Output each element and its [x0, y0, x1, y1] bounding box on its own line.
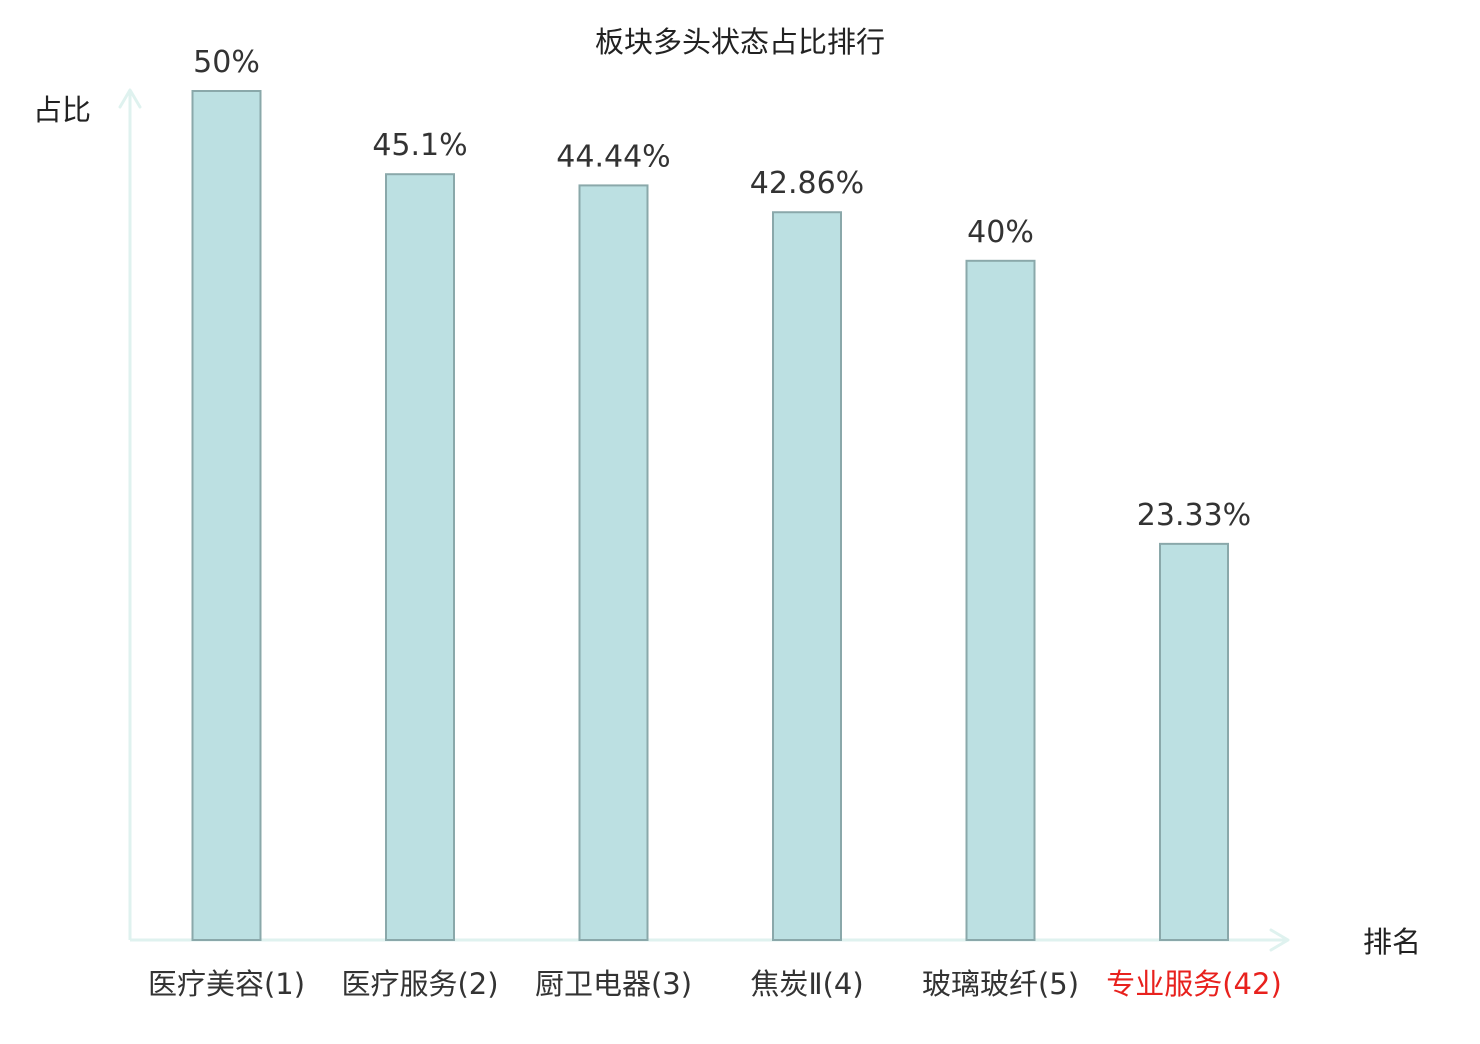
x-tick-label: 医疗美容(1)	[148, 967, 305, 1001]
y-axis-label: 占比	[33, 93, 91, 127]
category-labels-group: 医疗美容(1) 医疗服务(2) 厨卫电器(3) 焦炭Ⅱ(4) 玻璃玻纤(5) 专业服务(4…	[148, 967, 1282, 1001]
chart-title: 板块多头状态占比排行	[595, 25, 885, 59]
value-label: 40%	[967, 215, 1034, 250]
bar	[965, 259, 1036, 941]
x-axis-arrow-icon	[1269, 928, 1290, 952]
value-label: 42.86%	[750, 166, 864, 201]
bar	[772, 211, 842, 942]
x-tick-label: 医疗服务(2)	[341, 967, 498, 1001]
y-axis-arrow-icon	[118, 88, 142, 109]
value-label: 50%	[193, 45, 260, 80]
x-axis-label: 排名	[1363, 925, 1421, 959]
x-tick-label: 玻璃玻纤(5)	[922, 967, 1079, 1001]
value-label: 23.33%	[1137, 498, 1251, 533]
value-label: 44.44%	[556, 139, 670, 174]
bar	[578, 184, 649, 941]
bar	[385, 173, 455, 941]
axes	[118, 88, 1290, 952]
x-tick-label: 焦炭Ⅱ(4)	[750, 967, 863, 1001]
bar	[1159, 542, 1229, 942]
x-tick-label: 厨卫电器(3)	[535, 967, 692, 1001]
x-tick-label: 专业服务(42)	[1106, 967, 1282, 1001]
bars-group	[191, 90, 1229, 942]
bar	[191, 90, 262, 941]
value-labels-group: 50% 45.1% 44.44% 42.86% 40% 23.33%	[193, 45, 1251, 533]
value-label: 45.1%	[372, 128, 467, 163]
